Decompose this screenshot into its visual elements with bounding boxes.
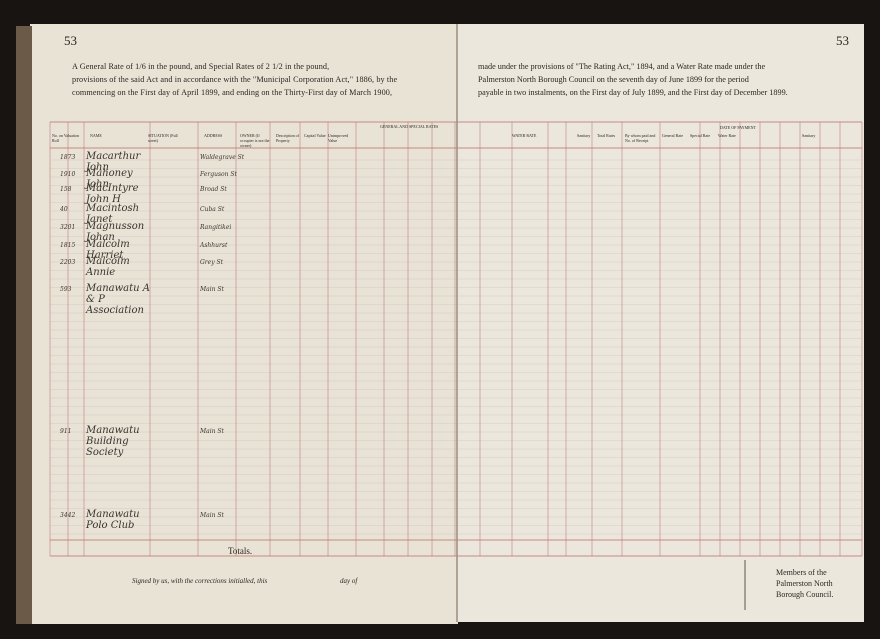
address: Broad St — [200, 186, 227, 193]
heading-line: Palmerston North Borough Council on the … — [478, 75, 749, 84]
heading-line: A General Rate of 1/6 in the pound, and … — [72, 62, 330, 71]
address: Rangitikei — [200, 224, 232, 231]
ratepayer-name: Mahoney John — [86, 168, 133, 190]
ratepayer-name: Manawatu A & P Association — [86, 283, 150, 316]
column-header: Capital Value — [304, 133, 326, 138]
address: Main St — [200, 512, 224, 519]
roll-number: 1910 — [60, 171, 76, 178]
column-header: Unimproved Value — [328, 133, 349, 143]
ratepayer-name: Macintosh Janet — [86, 203, 140, 225]
ratepayer-name: Macarthur John — [86, 151, 141, 173]
ratepayer-name: Malcolm Annie — [86, 256, 130, 278]
column-header: DATE OF PAYMENT — [720, 125, 756, 130]
heading-line: made under the provisions of "The Rating… — [478, 62, 766, 71]
column-header: NAME — [90, 133, 102, 138]
book-edge — [16, 26, 32, 624]
ratepayer-name: Manawatu Building Society — [86, 425, 140, 458]
address: Cuba St — [200, 206, 225, 213]
address: Ferguson St — [200, 171, 237, 178]
address: Main St — [200, 428, 224, 435]
roll-number: 1873 — [60, 154, 76, 161]
column-header: WATER RATE — [512, 133, 537, 138]
column-header: Sanitary — [577, 133, 591, 138]
address: Ashhurst — [200, 242, 228, 249]
page-number: 53 — [836, 33, 849, 48]
left-page — [30, 24, 458, 624]
column-header: General Rate — [662, 133, 683, 138]
address: Grey St — [200, 259, 224, 266]
column-header: Sanitary — [802, 133, 816, 138]
column-header: Special Rate — [690, 133, 711, 138]
column-header: By whom paid and No. of Receipt — [625, 133, 656, 143]
heading-line: payable in two instalments, on the First… — [478, 88, 788, 97]
roll-number: 1815 — [60, 242, 76, 249]
ratepayer-name: Magnusson Johan — [86, 221, 145, 243]
column-header: SITUATION (Full street) — [148, 133, 178, 143]
page-number: 53 — [64, 33, 77, 48]
roll-number: 158 — [60, 186, 72, 193]
members-label: Palmerston North — [776, 579, 833, 588]
column-header: GENERAL AND SPECIAL RATES — [380, 124, 439, 129]
column-header: OWNER (If occupier is not the owner) — [240, 133, 270, 148]
ratepayer-name: Manawatu Polo Club — [86, 509, 140, 531]
roll-number: 911 — [60, 428, 72, 435]
members-label: Members of the — [776, 568, 827, 577]
totals-label: Totals. — [228, 546, 253, 556]
roll-number: 2203 — [60, 259, 76, 266]
roll-number: 593 — [60, 286, 72, 293]
roll-number: 3201 — [60, 224, 76, 231]
right-page — [458, 24, 864, 622]
members-label: Borough Council. — [776, 590, 834, 599]
signature-text: day of — [340, 577, 358, 585]
roll-number: 40 — [60, 206, 68, 213]
heading-line: provisions of the said Act and in accord… — [72, 75, 398, 84]
column-header: ADDRESS — [204, 133, 223, 138]
ratepayer-name: MacIntyre John H — [86, 183, 139, 205]
column-header: No. on Valuation Roll — [52, 133, 80, 143]
column-header: Total Rates — [597, 133, 616, 138]
address: Waldegrave St — [200, 154, 245, 161]
address: Main St — [200, 286, 224, 293]
column-header: Description of Property — [276, 133, 299, 143]
heading-line: commencing on the First day of April 189… — [72, 88, 393, 97]
signature-text: Signed by us, with the corrections initi… — [132, 577, 268, 585]
ratepayer-name: Malcolm Harriet — [86, 239, 130, 261]
roll-number: 3442 — [60, 512, 76, 519]
column-header: Water Rate — [718, 133, 736, 138]
